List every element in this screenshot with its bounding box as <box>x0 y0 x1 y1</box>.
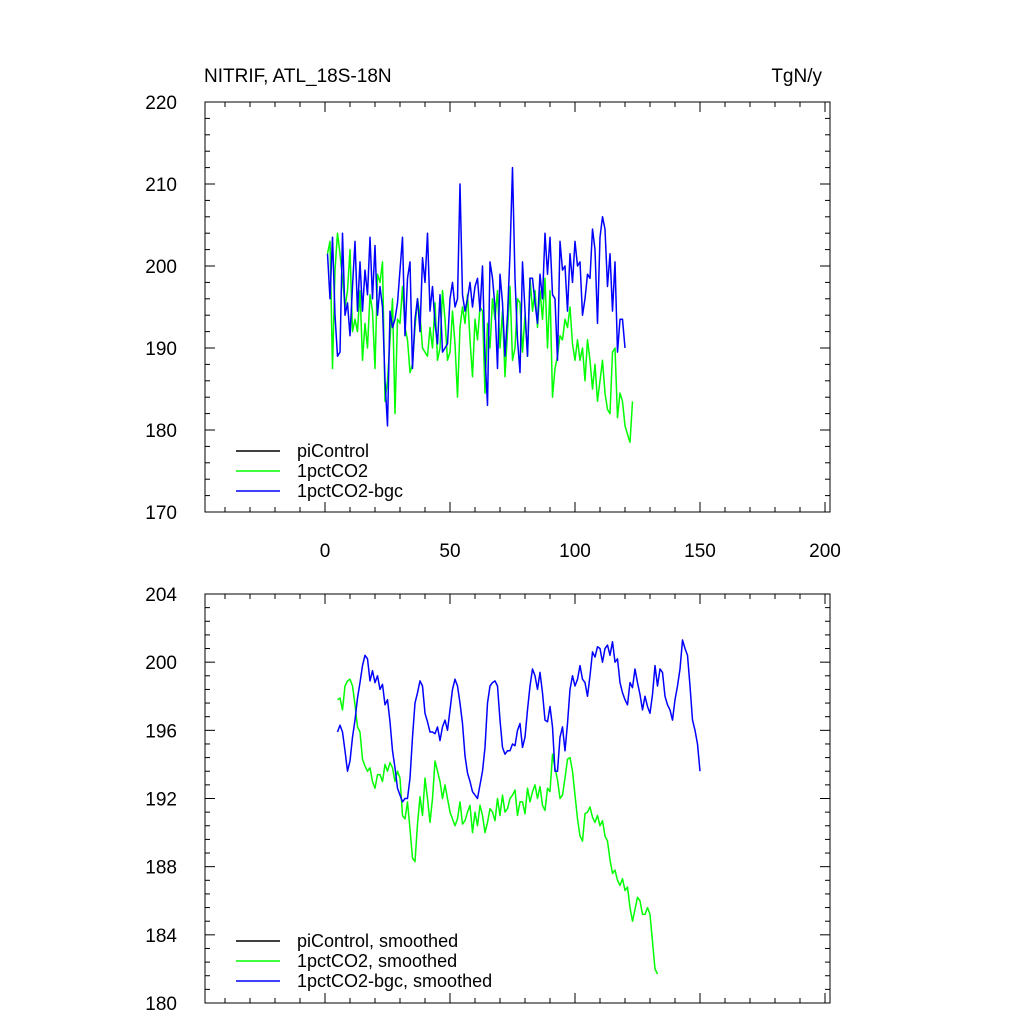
y-tick-label: 192 <box>145 790 177 811</box>
x-tick-label: 150 <box>684 541 716 562</box>
units-label: TgN/y <box>771 66 822 87</box>
x-tick-label: 200 <box>809 541 841 562</box>
y-tick-label: 220 <box>145 93 177 114</box>
legend-label: piControl <box>297 441 369 461</box>
y-tick-label: 170 <box>145 503 177 524</box>
y-tick-label: 200 <box>145 653 177 674</box>
plot-frame <box>204 101 831 513</box>
y-tick-label: 210 <box>145 175 177 196</box>
x-tick-label: 0 <box>320 541 331 562</box>
series-line-2 <box>326 166 626 427</box>
bottom-panel: 180 184 188 192 196 200 204 piControl, smoothed… <box>145 585 831 1015</box>
legend-label: 1pctCO2-bgc <box>297 481 403 501</box>
x-tick-label: 50 <box>439 541 460 562</box>
y-tick-label: 184 <box>145 926 177 947</box>
y-tick-label: 196 <box>145 721 177 742</box>
x-tick-label: 100 <box>559 541 591 562</box>
y-tick-label: 188 <box>145 858 177 879</box>
series-line-2 <box>336 639 701 803</box>
series-line-1 <box>326 232 634 444</box>
legend-label: 1pctCO2-bgc, smoothed <box>297 971 492 991</box>
y-tick-label: 180 <box>145 421 177 442</box>
y-tick-label: 204 <box>145 585 177 606</box>
legend-label: 1pctCO2 <box>297 461 368 481</box>
series-line-1 <box>337 678 659 975</box>
legend-label: piControl, smoothed <box>297 931 458 951</box>
y-tick-label: 190 <box>145 339 177 360</box>
y-tick-label: 180 <box>145 994 177 1015</box>
y-tick-label: 200 <box>145 257 177 278</box>
legend-label: 1pctCO2, smoothed <box>297 951 457 971</box>
chart-title: NITRIF, ATL_18S-18N <box>204 66 392 87</box>
